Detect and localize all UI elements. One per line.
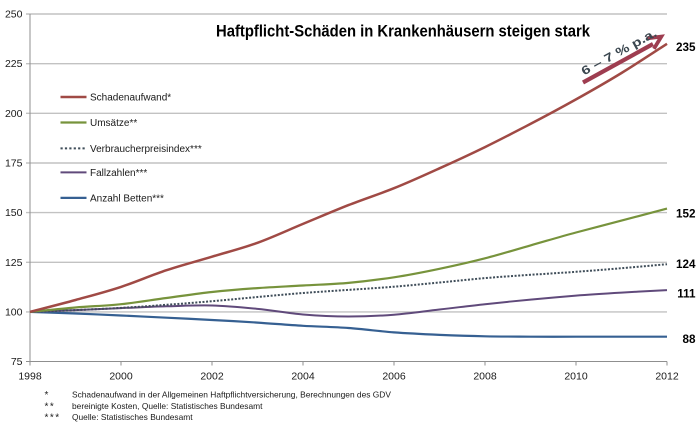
svg-text:88: 88 (682, 333, 696, 346)
svg-text:75: 75 (11, 356, 23, 368)
svg-text:Fallzahlen***: Fallzahlen*** (90, 168, 147, 179)
svg-text:bereinigte Kosten, Quelle: Sta: bereinigte Kosten, Quelle: Statistisches… (72, 401, 263, 411)
svg-text:2012: 2012 (655, 371, 679, 383)
svg-text:Quelle: Statistisches Bundesam: Quelle: Statistisches Bundesamt (72, 412, 193, 422)
svg-text:***: *** (45, 412, 61, 423)
svg-text:1998: 1998 (18, 371, 42, 383)
svg-text:Anzahl Betten***: Anzahl Betten*** (90, 193, 164, 204)
svg-text:Schadenaufwand*: Schadenaufwand* (90, 93, 171, 104)
svg-text:125: 125 (5, 257, 23, 269)
svg-text:2000: 2000 (109, 371, 133, 383)
svg-text:Schadenaufwand in der Allgemei: Schadenaufwand in der Allgemeinen Haftpf… (72, 390, 391, 400)
svg-text:152: 152 (676, 208, 696, 221)
svg-text:Verbraucherpreisindex***: Verbraucherpreisindex*** (90, 144, 202, 155)
svg-text:2010: 2010 (564, 371, 588, 383)
svg-text:250: 250 (5, 9, 23, 21)
svg-text:235: 235 (676, 41, 696, 54)
svg-text:225: 225 (5, 58, 23, 70)
svg-text:175: 175 (5, 158, 23, 170)
svg-text:*: * (45, 390, 50, 401)
svg-text:111: 111 (677, 287, 696, 300)
svg-text:200: 200 (5, 108, 23, 120)
svg-text:**: ** (45, 402, 56, 413)
svg-text:100: 100 (5, 306, 23, 318)
svg-text:Umsätze**: Umsätze** (90, 118, 137, 129)
svg-text:2006: 2006 (382, 371, 406, 383)
svg-text:2002: 2002 (200, 371, 224, 383)
svg-text:2004: 2004 (291, 371, 315, 383)
svg-text:124: 124 (676, 258, 696, 271)
svg-text:Haftpflicht-Schäden in Kranken: Haftpflicht-Schäden in Krankenhäusern st… (216, 23, 591, 41)
svg-text:2008: 2008 (473, 371, 497, 383)
svg-text:150: 150 (5, 207, 23, 219)
